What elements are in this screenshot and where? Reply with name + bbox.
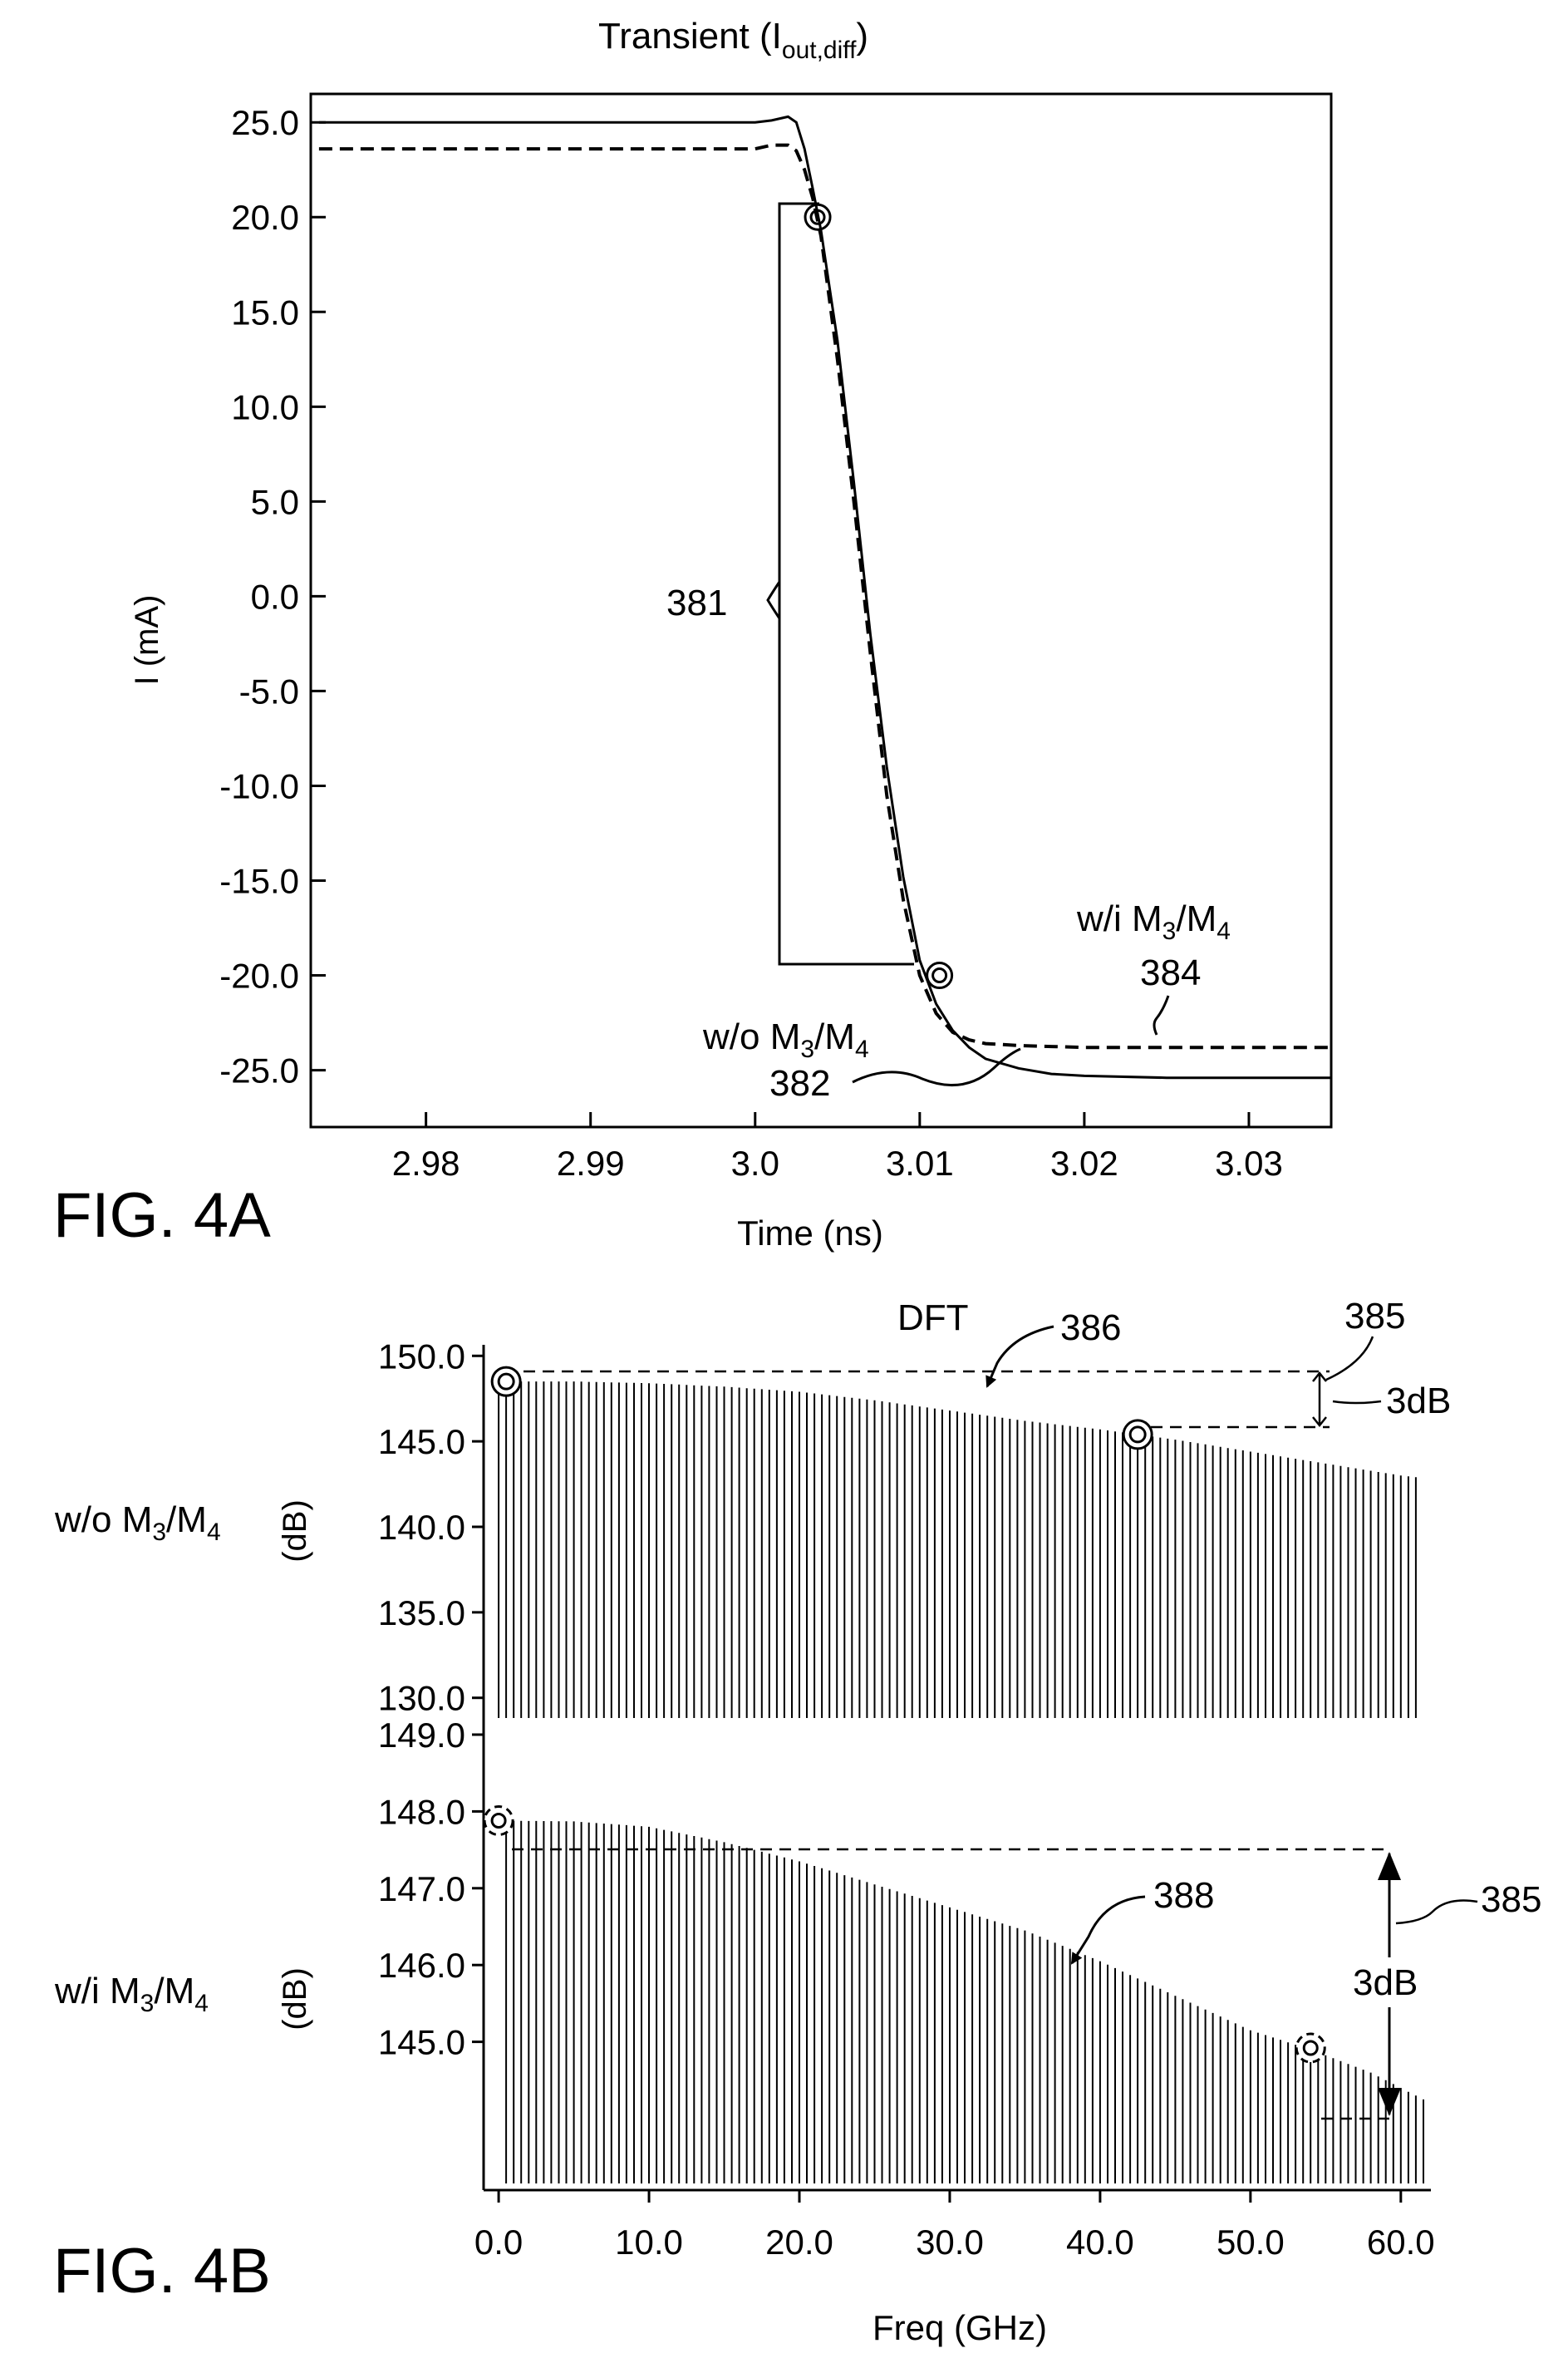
x-tick-label: 3.0 xyxy=(731,1144,779,1183)
fig-4b-title: DFT xyxy=(897,1297,969,1338)
y-tick-label: -20.0 xyxy=(219,957,299,996)
fig-4b-x-axis: 0.0 10.0 20.0 30.0 40.0 50.0 60.0 xyxy=(474,2190,1435,2262)
data-marker-inner xyxy=(809,209,826,225)
y-tick-label: 0.0 xyxy=(251,577,299,616)
data-marker-inner xyxy=(1128,1425,1147,1444)
y-tick-label: 10.0 xyxy=(231,387,299,426)
y-tick-label: 147.0 xyxy=(378,1869,465,1908)
fig-4b-bottom-3db-bg xyxy=(1346,1957,1433,2007)
fig-4b-bottom-bars xyxy=(505,1820,1424,2183)
y-tick-label: 25.0 xyxy=(231,103,299,142)
fig-4b-markers xyxy=(483,1366,1326,2064)
fig-4a-x-axis-label: Time (ns) xyxy=(737,1213,883,1253)
data-marker-outer xyxy=(490,1366,522,1397)
fig-4a-title: Transient (Iout,diff) xyxy=(598,16,868,64)
x-tick-label: 2.99 xyxy=(557,1144,625,1183)
fig-4b-x-axis-label: Freq (GHz) xyxy=(872,2308,1047,2347)
y-tick-label: 145.0 xyxy=(378,2023,465,2062)
fig-4b-top-y-label: (dB) xyxy=(277,1499,313,1563)
leader-384 xyxy=(1153,995,1170,1036)
fig-4a-x-axis: 2.98 2.99 3.0 3.01 3.02 3.03 xyxy=(392,1112,1283,1183)
row-label-wi-m3-m4: w/i M3/M4 xyxy=(54,1971,209,2017)
y-tick-label: -15.0 xyxy=(219,862,299,901)
db-top: 3dB xyxy=(1386,1381,1451,1421)
db-bottom: 3dB xyxy=(1353,1962,1418,2003)
y-tick-label: 5.0 xyxy=(251,482,299,521)
fig-4b: DFT FIG. 4B 150.0 145.0 140.0 135.0 130.0 14… xyxy=(53,1296,1541,2347)
y-tick-label: 20.0 xyxy=(231,198,299,237)
ref-386: 386 xyxy=(1060,1307,1121,1348)
data-marker-inner xyxy=(931,967,948,984)
x-tick-label: 20.0 xyxy=(765,2223,833,2262)
y-tick-label: -5.0 xyxy=(239,672,299,711)
series-wi-m3-m4 xyxy=(318,143,1331,1050)
label-wi-m3-m4: w/i M3/M4 xyxy=(1076,898,1231,945)
fig-4a: Transient (Iout,diff) 25.0 20.0 15.0 10.0 5.… xyxy=(53,16,1333,1253)
data-marker-outer xyxy=(1295,2032,1326,2064)
leader-382 xyxy=(852,1047,1021,1087)
y-tick-label: -25.0 xyxy=(219,1051,299,1090)
label-wo-m3-m4: w/o M3/M4 xyxy=(702,1017,869,1063)
ref-384: 384 xyxy=(1140,953,1201,993)
fig-4b-bottom-y-label: (dB) xyxy=(277,1967,313,2031)
y-tick-label: 140.0 xyxy=(378,1508,465,1547)
fig-4a-label: FIG. 4A xyxy=(53,1180,271,1251)
x-tick-label: 30.0 xyxy=(916,2223,984,2262)
fig-4a-brace-tip xyxy=(766,581,781,619)
x-tick-label: 0.0 xyxy=(474,2223,523,2262)
ref-381: 381 xyxy=(666,583,727,623)
fig-4b-top-3db-arrow-down xyxy=(1312,1416,1327,1428)
fig-4b-top-3db-arrow-up xyxy=(1312,1371,1327,1382)
fig-4a-plot-frame xyxy=(309,92,1333,1129)
y-tick-label: 130.0 xyxy=(378,1679,465,1718)
fig-4a-series xyxy=(318,115,1331,1080)
y-tick-label: 135.0 xyxy=(378,1593,465,1632)
x-tick-label: 2.98 xyxy=(392,1144,460,1183)
leader-385-top xyxy=(1325,1336,1374,1381)
x-tick-label: 50.0 xyxy=(1217,2223,1285,2262)
arrow-386 xyxy=(986,1325,1054,1388)
fig-4b-bottom-3db-arrow-up xyxy=(1378,1852,1401,1880)
y-tick-label: -10.0 xyxy=(219,766,299,805)
data-marker-inner xyxy=(490,1812,507,1829)
ref-385-bottom: 385 xyxy=(1481,1879,1541,1920)
x-tick-label: 60.0 xyxy=(1367,2223,1435,2262)
series-wo-m3-m4 xyxy=(318,115,1331,1080)
x-tick-label: 10.0 xyxy=(615,2223,683,2262)
fig-4b-top-bars xyxy=(498,1381,1417,1718)
y-tick-label: 15.0 xyxy=(231,293,299,332)
leader-3db-top xyxy=(1332,1400,1382,1405)
fig-4b-bottom-y-axis: 149.0 148.0 147.0 146.0 145.0 xyxy=(378,1716,484,2062)
fig-4b-top-y-axis: 150.0 145.0 140.0 135.0 130.0 xyxy=(378,1337,484,1718)
fig-4b-bottom-3db-arrow-down xyxy=(1378,2088,1401,2116)
fig-4a-markers xyxy=(804,203,954,990)
ref-385-top: 385 xyxy=(1344,1296,1405,1337)
x-tick-label: 40.0 xyxy=(1066,2223,1134,2262)
x-tick-label: 3.02 xyxy=(1050,1144,1118,1183)
data-marker-outer xyxy=(1122,1419,1153,1450)
data-marker-outer xyxy=(926,962,954,990)
data-marker-inner xyxy=(1302,2040,1319,2056)
data-marker-inner xyxy=(497,1372,515,1391)
y-tick-label: 146.0 xyxy=(378,1946,465,1985)
x-tick-label: 3.01 xyxy=(886,1144,954,1183)
ref-388: 388 xyxy=(1153,1875,1214,1916)
arrow-388 xyxy=(1070,1895,1146,1965)
y-tick-label: 149.0 xyxy=(378,1716,465,1755)
ref-382: 382 xyxy=(769,1063,830,1104)
row-label-wo-m3-m4: w/o M3/M4 xyxy=(54,1499,221,1546)
y-tick-label: 145.0 xyxy=(378,1422,465,1461)
data-marker-outer xyxy=(483,1804,514,1836)
fig-4a-y-axis: 25.0 20.0 15.0 10.0 5.0 0.0 -5.0 -10.0 -15.0 -20.… xyxy=(219,103,326,1090)
x-tick-label: 3.03 xyxy=(1215,1144,1283,1183)
fig-4b-label: FIG. 4B xyxy=(53,2236,271,2306)
y-tick-label: 150.0 xyxy=(378,1337,465,1376)
y-tick-label: 148.0 xyxy=(378,1792,465,1831)
leader-385-bottom xyxy=(1395,1899,1478,1925)
fig-4a-y-axis-label: I (mA) xyxy=(129,595,165,686)
